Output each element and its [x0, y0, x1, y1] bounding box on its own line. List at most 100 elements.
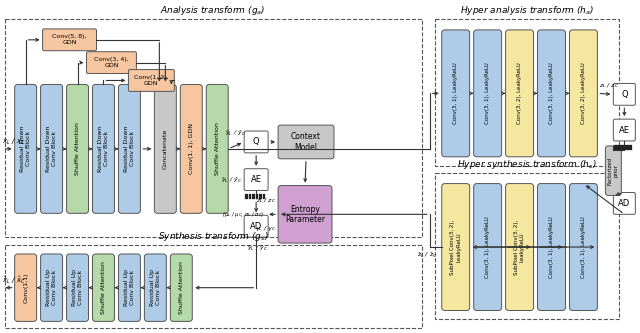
Text: $\hat{y}_L$ / $\hat{y}_C$: $\hat{y}_L$ / $\hat{y}_C$: [248, 243, 269, 253]
Text: $x_L$ / $x_C$: $x_L$ / $x_C$: [2, 137, 26, 147]
Text: SubPixel Conv(3, 2),
LeakyReLU: SubPixel Conv(3, 2), LeakyReLU: [514, 219, 525, 275]
FancyBboxPatch shape: [538, 183, 566, 310]
Bar: [623, 145, 626, 150]
Text: $\hat{y}_L$ / $\hat{y}_C$: $\hat{y}_L$ / $\hat{y}_C$: [221, 175, 242, 184]
FancyBboxPatch shape: [154, 85, 176, 213]
FancyBboxPatch shape: [278, 185, 332, 243]
Text: Concatenate: Concatenate: [163, 129, 168, 169]
Text: ($\mu_L$ / $\mu_C$, $\sigma_L$ / $\sigma_C$): ($\mu_L$ / $\mu_C$, $\sigma_L$ / $\sigma…: [222, 210, 264, 219]
FancyBboxPatch shape: [118, 85, 140, 213]
FancyBboxPatch shape: [605, 146, 621, 195]
Text: Conv(3, 4),
GDN: Conv(3, 4), GDN: [94, 57, 129, 68]
Text: $z_L$ / $z_C$: $z_L$ / $z_C$: [256, 196, 276, 205]
Text: Synthesis transform ($g_s$): Synthesis transform ($g_s$): [158, 230, 269, 243]
FancyBboxPatch shape: [538, 30, 566, 157]
FancyBboxPatch shape: [244, 215, 268, 237]
Text: $\hat{y}_L$ / $\hat{y}_C$: $\hat{y}_L$ / $\hat{y}_C$: [225, 128, 247, 138]
FancyBboxPatch shape: [67, 254, 88, 321]
FancyBboxPatch shape: [40, 85, 63, 213]
Text: Conv(1,1): Conv(1,1): [23, 272, 28, 303]
FancyBboxPatch shape: [474, 183, 502, 310]
Bar: [259, 194, 262, 199]
Bar: [255, 194, 259, 199]
Text: AE: AE: [251, 175, 262, 184]
FancyBboxPatch shape: [67, 85, 88, 213]
Text: Conv(3, 2), LeakyReLU: Conv(3, 2), LeakyReLU: [581, 63, 586, 124]
Text: AE: AE: [619, 126, 630, 135]
FancyBboxPatch shape: [206, 85, 228, 213]
Text: Q: Q: [621, 90, 628, 99]
Bar: [4, 19, 422, 237]
Text: Conv(1, 2),
GDN: Conv(1, 2), GDN: [134, 75, 169, 86]
Text: Residual Up
Conv Block: Residual Up Conv Block: [46, 269, 57, 306]
FancyBboxPatch shape: [570, 30, 597, 157]
FancyBboxPatch shape: [442, 30, 470, 157]
Bar: [4, 245, 422, 328]
Text: SubPixel Conv(3, 2),
LeakyReLU: SubPixel Conv(3, 2), LeakyReLU: [451, 219, 461, 275]
Text: Conv(3, 1), LeakyReLU: Conv(3, 1), LeakyReLU: [549, 63, 554, 124]
FancyBboxPatch shape: [244, 131, 268, 153]
Text: AD: AD: [250, 222, 262, 231]
Text: Q: Q: [253, 138, 259, 147]
Text: Residual Up
Conv Block: Residual Up Conv Block: [72, 269, 83, 306]
Text: $z_L$ / $z_C$: $z_L$ / $z_C$: [600, 82, 620, 90]
FancyBboxPatch shape: [442, 183, 470, 310]
Bar: [620, 145, 623, 150]
FancyBboxPatch shape: [180, 85, 202, 213]
Bar: [245, 194, 248, 199]
FancyBboxPatch shape: [506, 183, 534, 310]
Text: Conv(3, 1), LeakyReLU: Conv(3, 1), LeakyReLU: [581, 216, 586, 278]
Text: $\hat{z}_L$ / $\hat{z}_C$: $\hat{z}_L$ / $\hat{z}_C$: [417, 250, 438, 260]
Text: Conv(3, 2), LeakyReLU: Conv(3, 2), LeakyReLU: [517, 63, 522, 124]
FancyBboxPatch shape: [15, 85, 36, 213]
Bar: [629, 145, 632, 150]
FancyBboxPatch shape: [15, 254, 36, 321]
FancyBboxPatch shape: [129, 70, 174, 91]
FancyBboxPatch shape: [506, 30, 534, 157]
Text: Factorized
prior: Factorized prior: [608, 157, 619, 185]
Text: Conv(3, 1), LeakyReLU: Conv(3, 1), LeakyReLU: [485, 63, 490, 124]
FancyBboxPatch shape: [170, 254, 192, 321]
Text: AD: AD: [618, 199, 630, 208]
FancyBboxPatch shape: [613, 84, 636, 105]
FancyBboxPatch shape: [86, 52, 136, 74]
Bar: [627, 145, 629, 150]
FancyBboxPatch shape: [570, 183, 597, 310]
Text: Shuffle Attention: Shuffle Attention: [101, 261, 106, 314]
Text: Conv(1, 1), GDN: Conv(1, 1), GDN: [189, 124, 194, 174]
Text: Residual Down
Conv Block: Residual Down Conv Block: [98, 126, 109, 172]
Text: Residual Up
Conv Block: Residual Up Conv Block: [150, 269, 161, 306]
Text: Residual Up
Conv Block: Residual Up Conv Block: [124, 269, 135, 306]
Bar: [618, 145, 620, 150]
Text: Context
Model: Context Model: [291, 132, 321, 152]
Text: Shuffle Attention: Shuffle Attention: [75, 123, 80, 175]
Text: Residual Down
Conv Block: Residual Down Conv Block: [46, 126, 57, 172]
FancyBboxPatch shape: [613, 192, 636, 214]
Text: Conv(3, 1), LeakyReLU: Conv(3, 1), LeakyReLU: [549, 216, 554, 278]
Text: Residual Down
Conv Block: Residual Down Conv Block: [124, 126, 135, 172]
Text: Shuffle Attention: Shuffle Attention: [215, 123, 220, 175]
Text: Hyper analysis transform ($h_a$): Hyper analysis transform ($h_a$): [460, 4, 594, 17]
Text: $\gamma_L$ / $\gamma_C$: $\gamma_L$ / $\gamma_C$: [255, 224, 276, 233]
Text: Residual Down
Conv Block: Residual Down Conv Block: [20, 126, 31, 172]
FancyBboxPatch shape: [118, 254, 140, 321]
Text: Entropy
Parameter: Entropy Parameter: [285, 204, 325, 224]
FancyBboxPatch shape: [43, 29, 97, 51]
FancyBboxPatch shape: [93, 85, 115, 213]
FancyBboxPatch shape: [474, 30, 502, 157]
FancyBboxPatch shape: [145, 254, 166, 321]
Text: Hyper synthesis transform ($h_s$): Hyper synthesis transform ($h_s$): [457, 158, 597, 171]
Bar: [614, 145, 617, 150]
Bar: [435, 173, 620, 319]
FancyBboxPatch shape: [278, 125, 334, 159]
FancyBboxPatch shape: [613, 119, 636, 141]
Bar: [435, 19, 620, 166]
Text: Conv(3, 1), LeakyReLU: Conv(3, 1), LeakyReLU: [453, 63, 458, 124]
Bar: [252, 194, 255, 199]
Text: $\hat{x}_L$ / $\hat{x}_C$: $\hat{x}_L$ / $\hat{x}_C$: [2, 274, 26, 286]
Bar: [262, 194, 266, 199]
FancyBboxPatch shape: [93, 254, 115, 321]
Bar: [249, 194, 252, 199]
Text: Conv(5, 8),
GDN: Conv(5, 8), GDN: [52, 34, 87, 45]
Text: Analysis transform ($g_a$): Analysis transform ($g_a$): [161, 4, 266, 17]
